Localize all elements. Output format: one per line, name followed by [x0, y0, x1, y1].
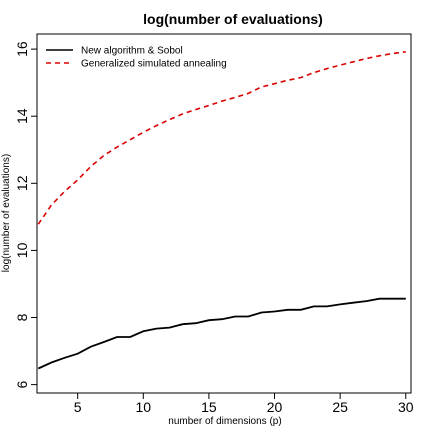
- series-line-1: [37, 297, 406, 370]
- legend-label-2: Generalized simulated annealing: [81, 59, 227, 70]
- y-tick-label: 14: [14, 108, 30, 124]
- x-tick-label: 30: [398, 399, 414, 415]
- x-tick-label: 15: [201, 399, 217, 415]
- x-tick-label: 20: [267, 399, 283, 415]
- legend-label-1: New algorithm & Sobol: [81, 46, 183, 57]
- y-axis-label: log(number of evaluations): [1, 154, 12, 272]
- y-tick-label: 6: [14, 381, 30, 389]
- y-tick-label: 8: [14, 313, 30, 321]
- x-tick-label: 25: [332, 399, 348, 415]
- y-tick-label: 12: [14, 175, 30, 191]
- series-line-2: [37, 51, 406, 225]
- y-tick-label: 10: [14, 242, 30, 258]
- y-axis: 6 8 10 12 14 16: [14, 41, 37, 389]
- x-axis-label: number of dimensions (p): [168, 416, 281, 427]
- x-tick-label: 5: [74, 399, 82, 415]
- chart-title: log(number of evaluations): [143, 11, 323, 27]
- x-axis: 5 10 15 20 25 30: [74, 393, 414, 415]
- series-layer: [37, 51, 406, 370]
- plot-frame: [36, 33, 412, 394]
- x-tick-label: 10: [136, 399, 152, 415]
- y-tick-label: 16: [14, 41, 30, 57]
- legend: New algorithm & Sobol Generalized simulat…: [46, 46, 227, 70]
